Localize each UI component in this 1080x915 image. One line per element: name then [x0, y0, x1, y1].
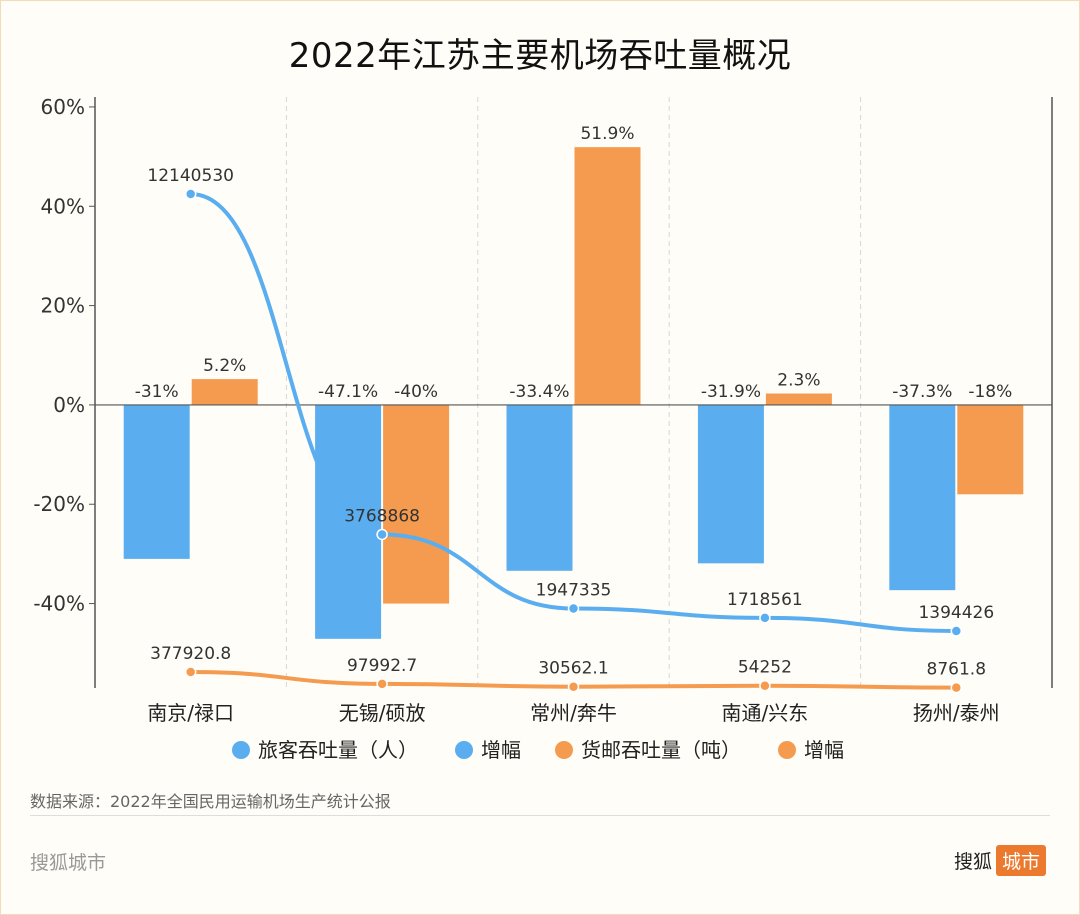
bar-data-label: 51.9% [580, 124, 634, 144]
bar-data-label: 5.2% [203, 356, 246, 376]
bar-data-label: -31% [135, 382, 179, 402]
bar-passenger-growth [889, 404, 956, 591]
legend-label: 旅客吞吐量（人） [258, 738, 418, 762]
cargo-point [567, 680, 580, 693]
brand-logo-tag: 城市 [995, 845, 1046, 876]
legend-label: 货邮吞吐量（吨） [581, 738, 741, 762]
cargo-point [376, 678, 388, 690]
line-data-label: 1718561 [727, 590, 803, 610]
bar-cargo-growth [574, 147, 641, 405]
y-tick-label: -20% [33, 492, 85, 516]
bar-passenger-growth [506, 404, 573, 571]
passenger-point [376, 528, 388, 541]
line-data-label: 377920.8 [150, 644, 231, 664]
y-tick-label: 0% [53, 393, 85, 417]
x-tick-label: 扬州/泰州 [913, 701, 1000, 725]
bar-cargo-growth [383, 404, 450, 604]
brand-logo: 搜狐 城市 [954, 845, 1046, 876]
line-data-label: 97992.7 [347, 656, 417, 676]
passenger-point [950, 625, 963, 637]
legend-label: 增幅 [804, 738, 844, 762]
bar-data-label: -37.3% [892, 382, 952, 402]
line-data-label: 1947335 [536, 581, 612, 601]
legend-label: 增幅 [481, 738, 521, 762]
line-data-label: 30562.1 [538, 659, 608, 679]
legend-marker [455, 741, 473, 759]
legend-marker [232, 741, 250, 759]
passenger-point [184, 188, 197, 200]
y-tick-label: 40% [41, 194, 85, 218]
cargo-point [184, 666, 197, 678]
bar-data-label: -31.9% [701, 382, 761, 402]
legend-marker [555, 741, 573, 759]
bar-data-label: -33.4% [509, 382, 569, 402]
bar-cargo-growth [765, 393, 832, 405]
legend-marker [778, 741, 796, 759]
bar-cargo-growth [957, 404, 1024, 495]
x-tick-label: 南京/禄口 [147, 701, 234, 725]
x-tick-label: 南通/兴东 [722, 701, 809, 725]
x-tick-label: 常州/奔牛 [530, 701, 617, 725]
line-data-label: 3768868 [344, 506, 420, 526]
line-data-label: 1394426 [918, 603, 994, 623]
passenger-line [188, 192, 959, 633]
cargo-point [950, 681, 963, 694]
line-data-label: 8761.8 [927, 660, 986, 680]
bar-cargo-growth [191, 379, 258, 405]
bar-data-label: -40% [394, 382, 438, 402]
line-data-label: 54252 [738, 658, 792, 678]
footer-divider [30, 815, 1050, 816]
passenger-point [567, 602, 580, 615]
cargo-point [759, 679, 771, 692]
bar-passenger-growth [123, 404, 190, 559]
line-data-label: 12140530 [147, 166, 234, 186]
bar-passenger-growth [315, 404, 382, 639]
bar-data-label: 2.3% [777, 370, 820, 390]
bar-data-label: -18% [968, 382, 1012, 402]
brand-logo-main: 搜狐 [953, 851, 992, 873]
brand-left: 搜狐城市 [30, 852, 107, 874]
bar-passenger-growth [697, 404, 764, 564]
passenger-point [759, 612, 771, 624]
y-tick-label: -40% [33, 592, 85, 616]
x-tick-label: 无锡/硕放 [339, 701, 426, 725]
chart-title: 2022年江苏主要机场吞吐量概况 [288, 36, 792, 76]
data-source: 数据来源：2022年全国民用运输机场生产统计公报 [30, 792, 391, 811]
bar-data-label: -47.1% [318, 382, 378, 402]
y-tick-label: 60% [41, 95, 85, 119]
y-tick-label: 20% [41, 294, 85, 318]
